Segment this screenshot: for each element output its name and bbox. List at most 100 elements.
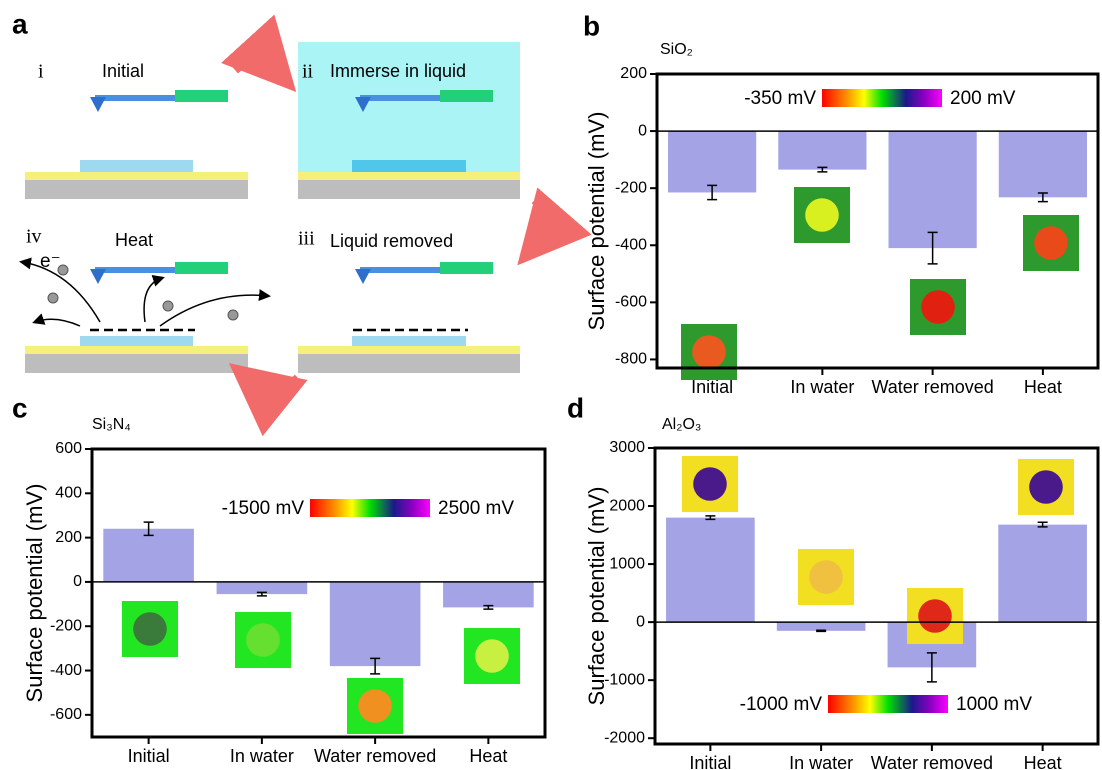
bar <box>329 581 421 667</box>
y-tick-label: 400 <box>55 485 82 502</box>
kpfm-spot <box>921 290 955 324</box>
panel-label: a <box>12 8 28 39</box>
colorbar-max: 2500 mV <box>438 498 514 519</box>
substrates <box>25 160 520 373</box>
step-numeral: i <box>38 61 44 83</box>
colorbar <box>310 499 430 517</box>
kpfm-spot <box>918 599 952 633</box>
kpfm-spot <box>358 689 392 723</box>
y-tick-label: -200 <box>50 617 82 634</box>
x-tick-label: Water removed <box>871 753 993 770</box>
error-bar <box>1037 521 1048 528</box>
bar <box>103 528 194 582</box>
x-tick-label: In water <box>790 377 854 397</box>
liquid <box>298 42 520 180</box>
plot-frame <box>655 72 1100 370</box>
colorbar-max: 200 mV <box>950 88 1016 109</box>
kpfm-spot <box>805 198 839 232</box>
error-bar <box>370 657 381 675</box>
y-tick-label: 0 <box>636 613 645 630</box>
plot-frame <box>90 447 547 739</box>
colorbar <box>828 695 948 713</box>
chart-title: SiO₂ <box>660 41 693 58</box>
chart-title: Al₂O₃ <box>662 416 701 433</box>
panel-b: b SiO₂ Surface potential (mV) -800 -600 -400 -… <box>583 10 1100 397</box>
cantilevers <box>90 90 493 284</box>
colorbar-min: -350 mV <box>744 88 816 109</box>
x-tick-label: Initial <box>689 753 731 770</box>
emission-arrows <box>19 257 271 327</box>
panel-label: d <box>567 392 584 423</box>
x-tick-label: Water removed <box>314 746 436 766</box>
y-tick-label: -800 <box>615 351 647 368</box>
y-tick-label: 200 <box>55 529 82 546</box>
kpfm-spot <box>133 612 167 646</box>
y-tick-label: 2000 <box>609 497 645 514</box>
y-tick-label: -600 <box>615 294 647 311</box>
y-tick-label: -400 <box>50 662 82 679</box>
x-tick-label: Heat <box>1024 753 1062 770</box>
y-axis-label: Surface potential (mV) <box>584 487 609 706</box>
error-bar <box>143 521 154 537</box>
kpfm-spot <box>692 335 726 369</box>
process-arrows <box>221 14 592 437</box>
colorbar-max: 1000 mV <box>956 694 1032 715</box>
y-tick-label: -200 <box>615 179 647 196</box>
error-bar <box>816 629 827 633</box>
x-tick-label: Water removed <box>871 377 993 397</box>
x-tick-label: Initial <box>128 746 170 766</box>
error-bar <box>483 604 494 610</box>
particles <box>47 264 239 321</box>
y-tick-label: 600 <box>55 440 82 457</box>
step-text: Immerse in liquid <box>330 61 466 81</box>
y-tick-label: -2000 <box>604 729 645 746</box>
panel-a: a i Init <box>12 8 592 437</box>
x-tick-label: Heat <box>1024 377 1062 397</box>
panel-label: b <box>583 10 600 41</box>
kpfm-spot <box>246 623 280 657</box>
bar <box>776 622 866 631</box>
bar <box>666 517 755 623</box>
y-axis-label: Surface potential (mV) <box>22 484 47 703</box>
chart-title: Si₃N₄ <box>92 416 131 433</box>
kpfm-spot <box>475 639 509 673</box>
kpfm-spot <box>1034 226 1068 260</box>
x-tick-label: Initial <box>691 377 733 397</box>
electron-label: e⁻ <box>40 251 61 272</box>
error-bar <box>1037 192 1048 203</box>
bar <box>216 581 308 595</box>
y-tick-label: 1000 <box>609 555 645 572</box>
y-tick-label: -600 <box>50 706 82 723</box>
colorbar <box>822 89 942 107</box>
error-bar <box>705 515 716 521</box>
panel-d: d Al₂O₃ Surface potential (mV) -2000 -1000 0 1… <box>567 392 1100 770</box>
plot-frame <box>653 446 1100 746</box>
kpfm-spot <box>809 560 843 594</box>
x-tick-label: Heat <box>469 746 507 766</box>
y-tick-label: 200 <box>620 65 647 82</box>
x-tick-label: In water <box>789 753 853 770</box>
colorbar-min: -1000 mV <box>740 694 823 715</box>
y-axis-label: Surface potential (mV) <box>584 112 609 331</box>
bar <box>668 131 757 193</box>
bar <box>778 131 867 170</box>
step-text: Initial <box>102 61 144 81</box>
y-tick-label: 0 <box>638 122 647 139</box>
bar <box>443 581 534 608</box>
kpfm-spot <box>693 467 727 501</box>
y-tick-label: 0 <box>73 573 82 590</box>
error-bar <box>707 184 718 201</box>
y-tick-label: -400 <box>615 236 647 253</box>
step-text: Liquid removed <box>330 231 453 251</box>
step-numeral: iii <box>298 228 315 250</box>
colorbar-min: -1500 mV <box>222 498 305 519</box>
panel-c: c Si₃N₄ Surface potential (mV)-600 -400 -200… <box>12 392 547 766</box>
step-numeral: ii <box>302 61 314 83</box>
bar <box>888 131 977 249</box>
step-numeral: iv <box>26 226 42 248</box>
bar <box>998 524 1087 623</box>
y-tick-label: -1000 <box>604 671 645 688</box>
step-text: Heat <box>115 230 153 250</box>
error-bar <box>927 231 938 265</box>
